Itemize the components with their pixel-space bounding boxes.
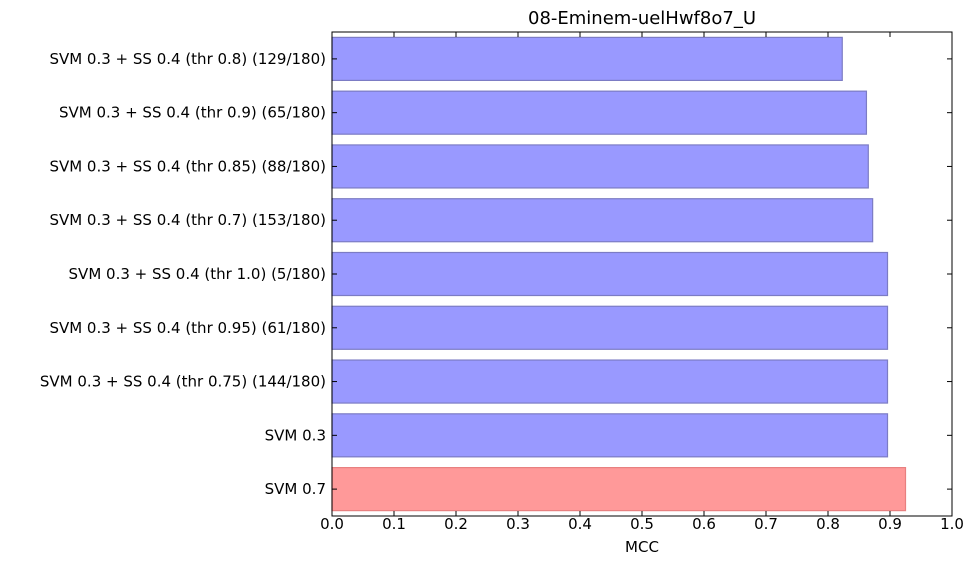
x-tick-label-7: 0.7 <box>754 515 778 533</box>
x-axis-label: MCC <box>625 538 659 556</box>
bar-2 <box>331 144 869 189</box>
bar-1 <box>331 90 868 135</box>
y-tick-label-4: SVM 0.3 + SS 0.4 (thr 1.0) (5/180) <box>69 265 326 283</box>
y-tick-label-8: SVM 0.7 <box>265 480 326 498</box>
bar-5 <box>331 305 889 350</box>
bar-4 <box>331 251 889 297</box>
bar-7 <box>331 413 889 458</box>
x-tick-label-1: 0.1 <box>382 515 406 533</box>
x-tick-label-0: 0.0 <box>320 515 344 533</box>
bar-0 <box>331 36 843 82</box>
x-tick-label-5: 0.5 <box>630 515 654 533</box>
x-tick-label-2: 0.2 <box>444 515 468 533</box>
y-tick-label-1: SVM 0.3 + SS 0.4 (thr 0.9) (65/180) <box>59 104 326 122</box>
bar-3 <box>331 198 874 243</box>
bars-group <box>331 36 907 512</box>
x-tick-label-10: 1.0 <box>940 515 964 533</box>
y-tick-label-6: SVM 0.3 + SS 0.4 (thr 0.75) (144/180) <box>40 373 326 391</box>
chart-title: 08-Eminem-uelHwf8o7_U <box>528 8 756 29</box>
y-axis: SVM 0.3 + SS 0.4 (thr 0.8) (129/180) SVM … <box>40 50 952 498</box>
x-axis: 0.0 0.1 0.2 0.3 0.4 0.5 0.6 0.7 0.8 0.9 1.0 <box>320 32 964 533</box>
y-tick-label-3: SVM 0.3 + SS 0.4 (thr 0.7) (153/180) <box>49 211 326 229</box>
x-tick-label-4: 0.4 <box>568 515 592 533</box>
x-tick-label-3: 0.3 <box>506 515 530 533</box>
y-tick-label-7: SVM 0.3 <box>265 426 326 444</box>
y-tick-label-0: SVM 0.3 + SS 0.4 (thr 0.8) (129/180) <box>49 50 326 68</box>
plot-frame <box>331 31 953 517</box>
x-tick-label-6: 0.6 <box>692 515 716 533</box>
bar-6 <box>331 359 889 404</box>
y-tick-label-5: SVM 0.3 + SS 0.4 (thr 0.95) (61/180) <box>49 319 326 337</box>
x-tick-label-8: 0.8 <box>816 515 840 533</box>
y-tick-label-2: SVM 0.3 + SS 0.4 (thr 0.85) (88/180) <box>49 157 326 175</box>
bar-8 <box>331 467 907 512</box>
x-tick-label-9: 0.9 <box>878 515 902 533</box>
